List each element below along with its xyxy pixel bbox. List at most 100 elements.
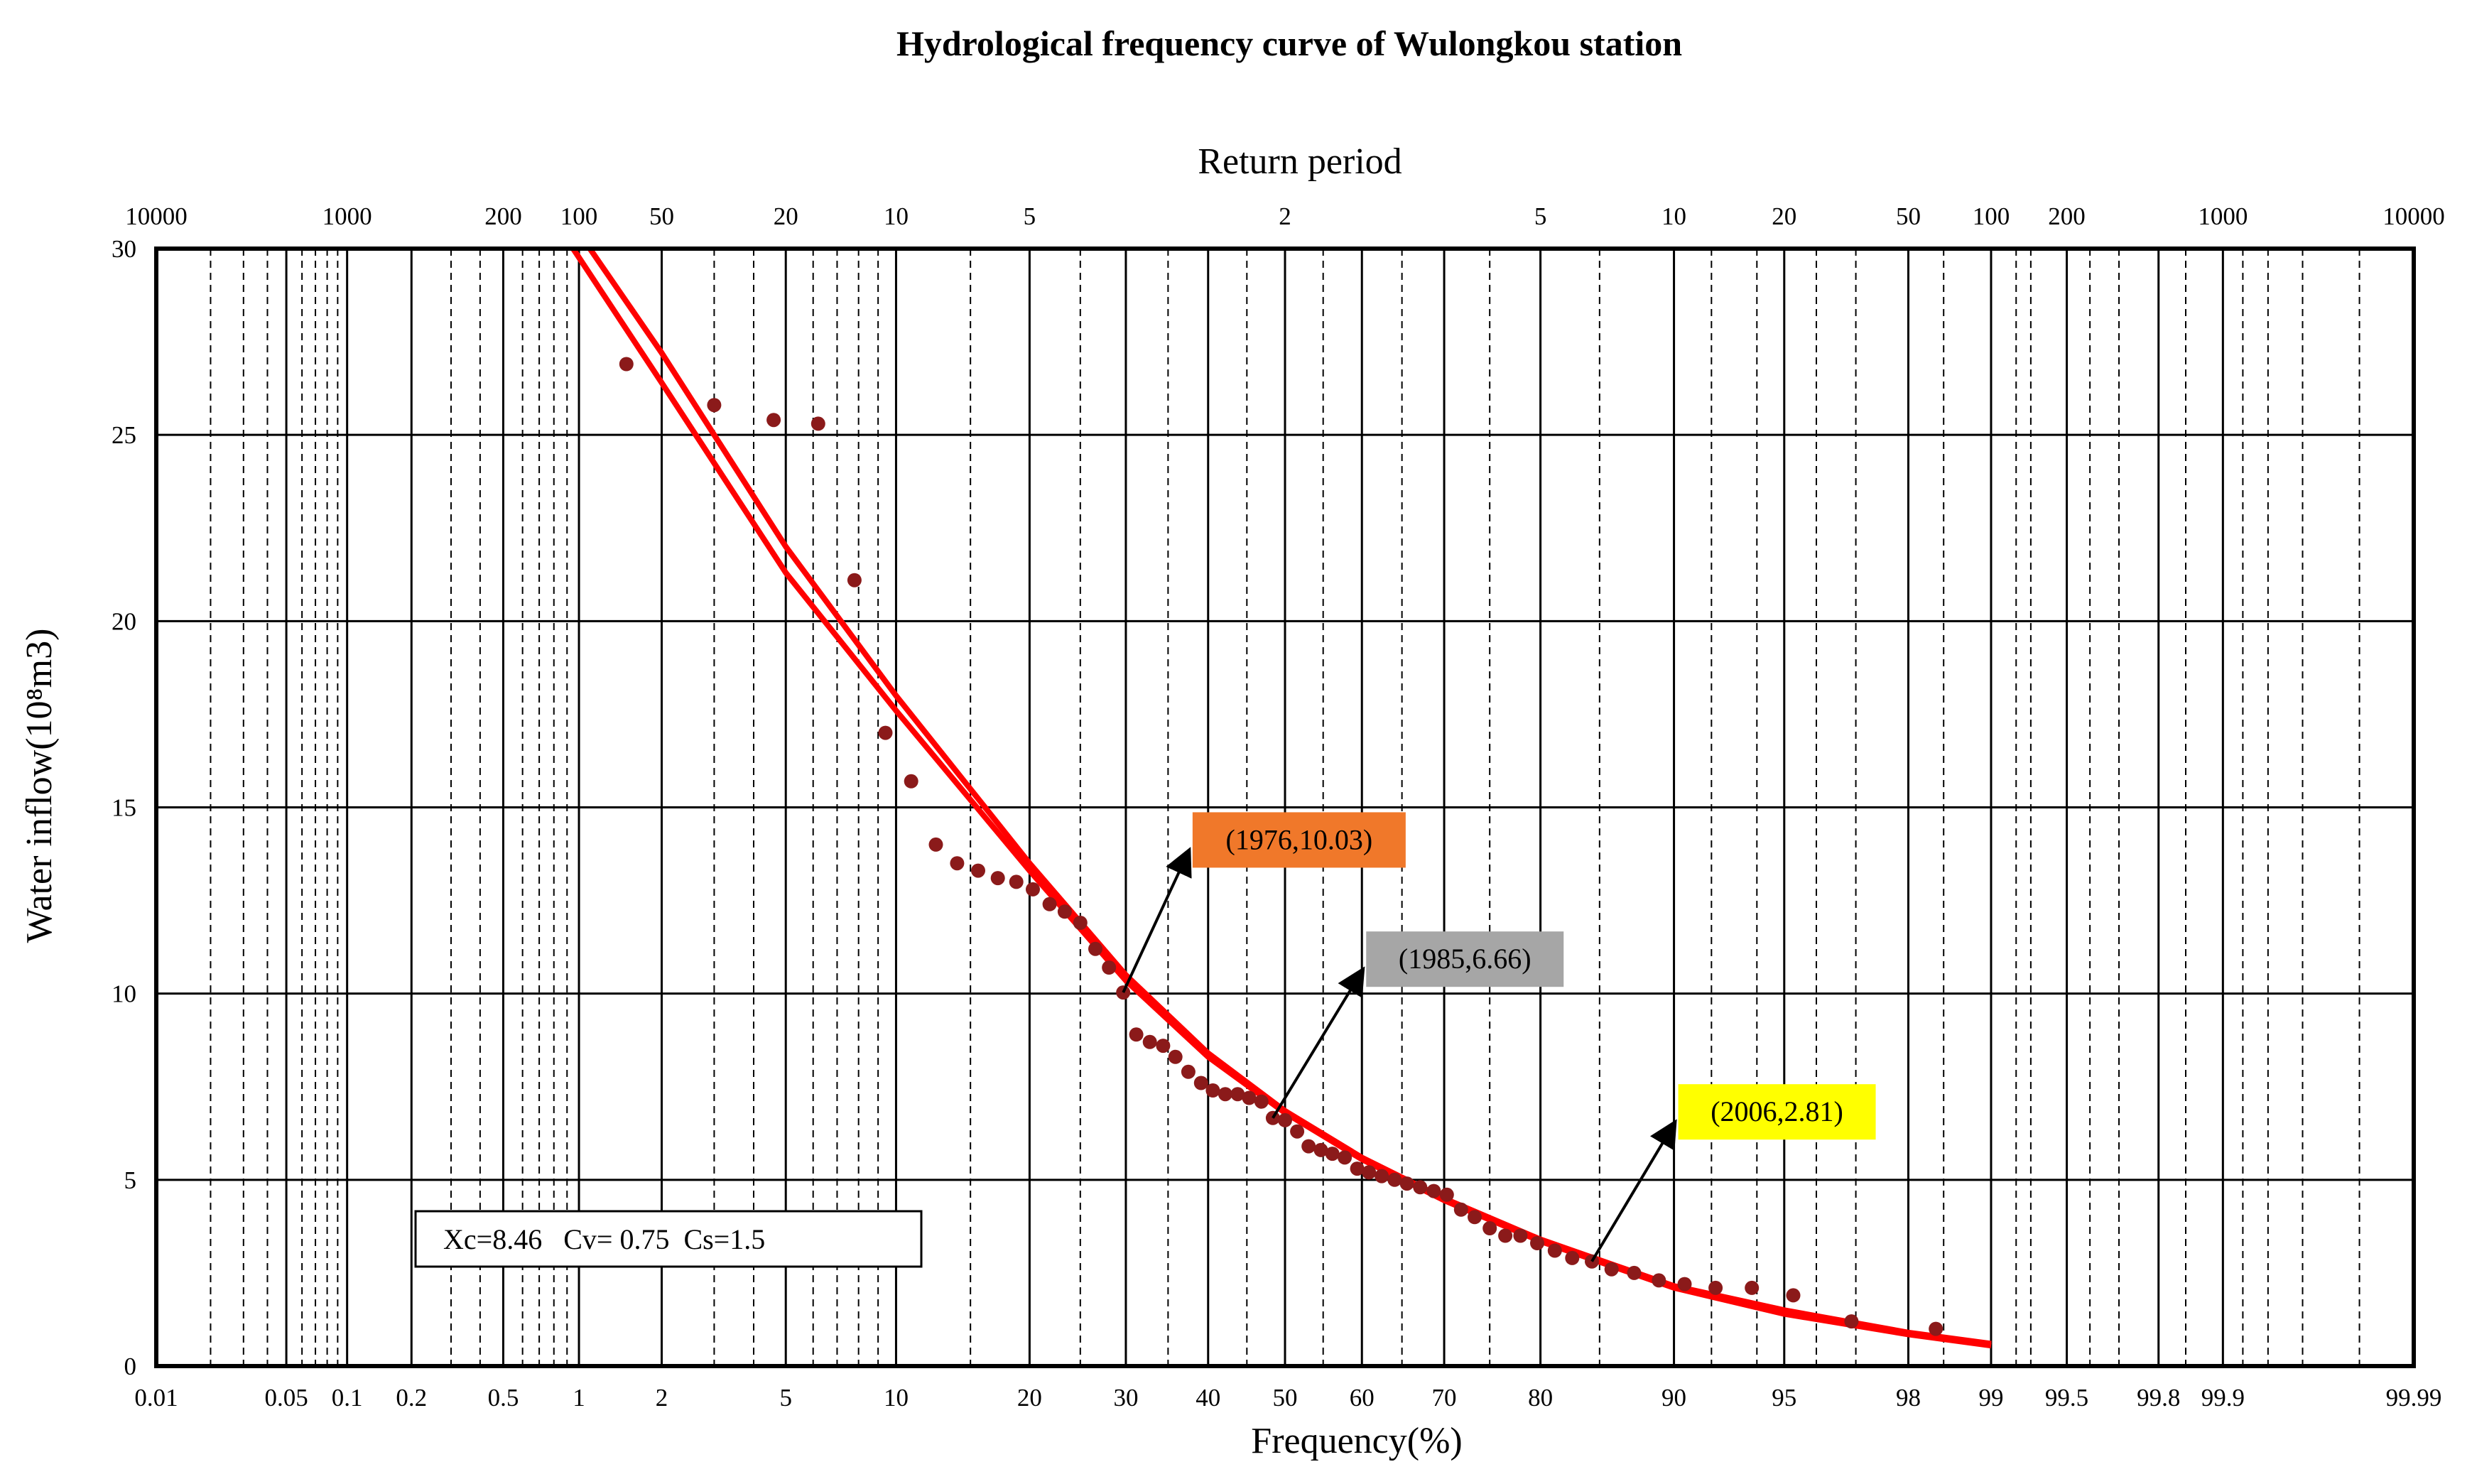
data-point — [1042, 897, 1057, 911]
data-point — [1498, 1228, 1513, 1243]
data-point — [1338, 1150, 1352, 1165]
data-point — [1585, 1254, 1599, 1269]
data-point — [1786, 1288, 1801, 1303]
y-axis-label: Water inflow(10⁸m3) — [19, 629, 60, 943]
data-point — [1844, 1314, 1859, 1329]
data-point — [1325, 1147, 1340, 1161]
return-period-tick-label: 20 — [774, 202, 798, 230]
annotation-label: (1976,10.03) — [1226, 823, 1373, 855]
data-point — [1426, 1184, 1441, 1198]
x-tick-label: 90 — [1661, 1384, 1686, 1412]
data-point — [1375, 1169, 1389, 1184]
x-tick-label: 50 — [1273, 1384, 1298, 1412]
data-point — [1677, 1277, 1692, 1291]
chart-title: Hydrological frequency curve of Wulongko… — [896, 23, 1682, 63]
x-tick-label: 1 — [573, 1384, 585, 1412]
y-tick-label: 15 — [112, 794, 136, 822]
x-tick-label: 98 — [1896, 1384, 1921, 1412]
y-tick-labels: 0 5 10 15 20 25 30 — [112, 235, 136, 1380]
x-tick-labels: 0.01 0.05 0.1 0.2 0.5 1 2 5 10 20 30 40 50 60 70 80 90 95… — [134, 1384, 2441, 1412]
data-point — [1745, 1280, 1760, 1295]
annotation-label: (2006,2.81) — [1711, 1095, 1843, 1127]
data-point — [766, 413, 781, 428]
major-gridlines — [155, 247, 2415, 1367]
x-tick-label: 0.2 — [396, 1384, 427, 1412]
annotation-arrow — [1590, 1119, 1677, 1262]
x-tick-label: 30 — [1113, 1384, 1138, 1412]
y-tick-label: 30 — [112, 235, 136, 263]
data-point — [1181, 1064, 1196, 1079]
data-point — [1088, 941, 1102, 956]
return-period-tick-label: 10000 — [2382, 202, 2445, 230]
data-point — [1482, 1221, 1497, 1235]
annotation-box — [1366, 931, 1564, 987]
data-point — [1708, 1280, 1723, 1295]
return-period-tick-label: 10 — [1661, 202, 1686, 230]
data-point — [928, 837, 943, 852]
data-point — [1057, 904, 1072, 919]
data-point — [1929, 1321, 1944, 1336]
top-axis-label: Return period — [1198, 141, 1402, 182]
data-point — [1399, 1176, 1414, 1191]
return-period-tick-label: 200 — [2048, 202, 2086, 230]
y-tick-label: 5 — [124, 1166, 137, 1194]
data-point — [971, 863, 985, 878]
x-tick-label: 5 — [779, 1384, 792, 1412]
data-point — [1453, 1202, 1468, 1217]
annotation-box — [1678, 1084, 1876, 1140]
data-point — [1547, 1243, 1562, 1258]
x-tick-label: 40 — [1196, 1384, 1220, 1412]
return-period-tick-label: 5 — [1534, 202, 1547, 230]
annotation-arrow — [1272, 966, 1365, 1119]
data-point — [1313, 1142, 1328, 1157]
plot-frame — [154, 247, 2416, 1368]
data-point — [1242, 1090, 1257, 1105]
data-point — [990, 871, 1005, 886]
data-point — [1627, 1265, 1642, 1280]
data-point — [1168, 1049, 1183, 1064]
return-period-tick-label: 1000 — [2198, 202, 2248, 230]
x-tick-label: 99.8 — [2137, 1384, 2180, 1412]
data-point — [1468, 1210, 1482, 1225]
parameters-box: Xc=8.46 Cv= 0.75 Cs=1.5 — [414, 1210, 923, 1268]
data-point — [1278, 1112, 1292, 1127]
data-point — [707, 398, 722, 413]
return-period-tick-label: 50 — [649, 202, 674, 230]
x-tick-label: 99.99 — [2386, 1384, 2442, 1412]
x-tick-label: 20 — [1017, 1384, 1042, 1412]
data-point — [1565, 1250, 1580, 1265]
x-tick-label: 99 — [1978, 1384, 2003, 1412]
x-tick-label: 10 — [884, 1384, 909, 1412]
x-axis-label: Frequency(%) — [1251, 1421, 1462, 1461]
annotation-label: (1985,6.66) — [1399, 943, 1532, 975]
data-point — [1604, 1262, 1619, 1277]
x-tick-label: 60 — [1350, 1384, 1375, 1412]
x-tick-label: 2 — [656, 1384, 668, 1412]
y-tick-label: 20 — [112, 607, 136, 635]
data-point — [1218, 1087, 1232, 1102]
data-point — [811, 416, 825, 431]
data-point — [1652, 1273, 1666, 1288]
x-tick-label: 80 — [1528, 1384, 1553, 1412]
data-point — [1129, 1027, 1144, 1042]
parameters-text: Xc=8.46 Cv= 0.75 Cs=1.5 — [443, 1223, 765, 1255]
data-point — [1009, 874, 1024, 889]
data-point — [619, 357, 634, 372]
y-tick-label: 25 — [112, 421, 136, 449]
data-point — [878, 725, 893, 740]
x-tick-label: 0.1 — [332, 1384, 363, 1412]
data-point — [1073, 916, 1088, 930]
data-point — [1513, 1228, 1528, 1243]
data-point — [1301, 1139, 1316, 1154]
data-point — [904, 774, 918, 789]
annotations: (1976,10.03) (1985,6.66) (2006,2.81) — [1122, 812, 1876, 1262]
data-point — [1116, 985, 1131, 1000]
x-tick-label: 99.9 — [2201, 1384, 2245, 1412]
return-period-tick-label: 1000 — [322, 202, 372, 230]
return-period-tick-label: 5 — [1024, 202, 1036, 230]
return-period-tick-label: 2 — [1279, 202, 1291, 230]
data-point — [1350, 1161, 1365, 1176]
return-period-tick-label: 100 — [560, 202, 598, 230]
x-tick-label: 0.5 — [488, 1384, 519, 1412]
data-point — [1290, 1124, 1305, 1139]
